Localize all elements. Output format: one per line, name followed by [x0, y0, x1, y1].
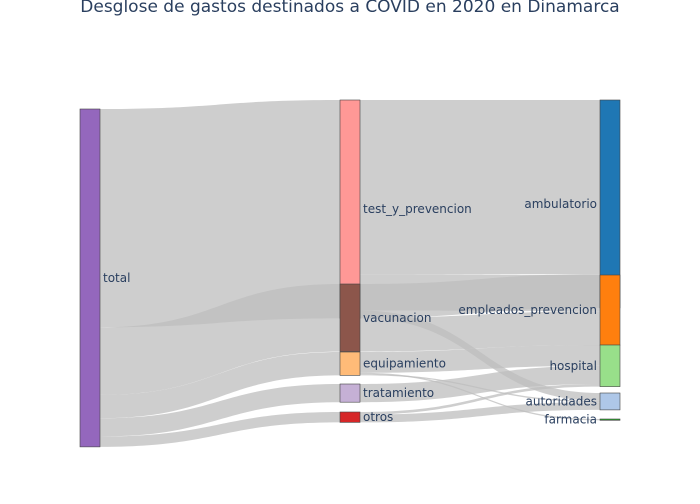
- chart-title: Desglose de gastos destinados a COVID en…: [80, 0, 619, 17]
- link-test_y_prevencion-ambulatorio[interactable]: [360, 100, 600, 275]
- node-label-tratamiento: tratamiento: [363, 386, 434, 400]
- node-hospital[interactable]: [599, 344, 621, 387]
- node-equipamiento[interactable]: [339, 351, 361, 376]
- link-total-vacunacion[interactable]: [100, 284, 340, 395]
- node-otros[interactable]: [339, 411, 361, 423]
- link-equipamiento-farmacia[interactable]: [360, 372, 600, 421]
- node-tratamiento[interactable]: [339, 383, 361, 403]
- link-tratamiento-hospital[interactable]: [360, 365, 600, 403]
- link-total-test_y_prevencion[interactable]: [100, 100, 340, 328]
- node-autoridades[interactable]: [599, 392, 621, 411]
- node-label-hospital: hospital: [549, 359, 597, 373]
- node-total[interactable]: [79, 108, 101, 448]
- node-label-test_y_prevencion: test_y_prevencion: [363, 202, 472, 216]
- node-label-otros: otros: [363, 410, 393, 424]
- node-label-total: total: [103, 271, 130, 285]
- node-label-equipamiento: equipamiento: [363, 357, 446, 371]
- labels-layer: total test_y_prevencion vacunacion equipami…: [103, 197, 597, 427]
- node-vacunacion[interactable]: [339, 283, 361, 352]
- links-layer: [100, 100, 600, 447]
- link-total-otros[interactable]: [100, 412, 340, 447]
- link-vacunacion-empleados_prevencion[interactable]: [360, 311, 600, 352]
- node-label-autoridades: autoridades: [526, 394, 598, 408]
- node-label-farmacia: farmacia: [544, 413, 597, 427]
- node-farmacia[interactable]: [599, 418, 621, 421]
- link-otros-hospital[interactable]: [360, 383, 600, 415]
- node-label-empleados_prevencion: empleados_prevencion: [458, 303, 597, 317]
- link-equipamiento-hospital[interactable]: [360, 345, 600, 373]
- node-label-vacunacion: vacunacion: [363, 311, 432, 325]
- link-otros-autoridades[interactable]: [360, 402, 600, 423]
- link-total-equipamiento[interactable]: [100, 352, 340, 419]
- node-empleados_prevencion[interactable]: [599, 274, 621, 346]
- link-total-tratamiento[interactable]: [100, 384, 340, 437]
- nodes-layer: [79, 99, 621, 448]
- link-vacunacion-ambulatorio[interactable]: [360, 274, 600, 318]
- node-label-ambulatorio: ambulatorio: [524, 197, 597, 211]
